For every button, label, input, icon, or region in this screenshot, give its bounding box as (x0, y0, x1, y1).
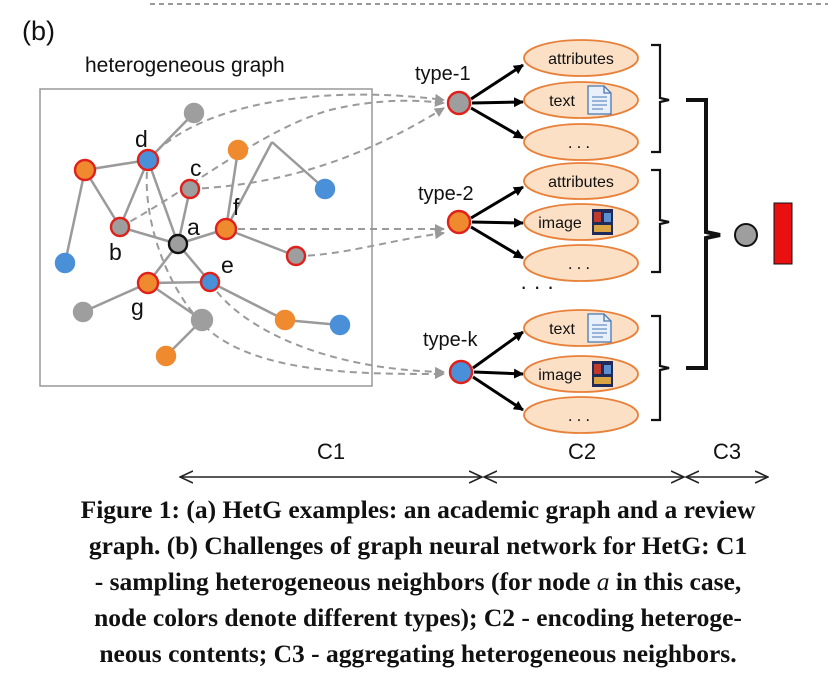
sampling-arrows (119, 93, 445, 380)
type-2-node (446, 209, 472, 235)
aggregated-node (734, 223, 758, 247)
type-1-node (446, 90, 472, 116)
panel-label: (b) (22, 16, 55, 46)
hetg-diagram: (b) heterogeneous graph (22, 3, 828, 492)
image-thumbnail-icon (592, 209, 613, 235)
more-types-ellipsis: · · · (520, 274, 554, 299)
caption-line: Figure 1: (a) HetG examples: an academic… (80, 495, 756, 524)
type-1-content-text (523, 81, 639, 119)
caption-italic-node: a (596, 567, 610, 596)
graph-node (155, 345, 177, 367)
graph-node (190, 308, 214, 332)
graph-node-a (167, 233, 189, 255)
graph-node (72, 301, 94, 323)
type-1-content-attributes (523, 39, 639, 77)
figure-caption: Figure 1: (a) HetG examples: an academic… (10, 492, 826, 672)
type-1-brace (651, 43, 670, 154)
type-2-content-image-label: image (538, 215, 582, 232)
document-icon (587, 85, 612, 115)
type-1-group: type-1 attributes text ... (415, 39, 670, 161)
stage-label-c2: C2 (568, 439, 596, 464)
graph-title: heterogeneous graph (85, 54, 285, 77)
type-2-content-more-label: ... (568, 254, 594, 273)
type-k-brace (651, 314, 670, 422)
node-label-a: a (187, 214, 200, 240)
graph-node-b (109, 216, 131, 238)
graph-frame (39, 88, 373, 387)
type-2-label: type-2 (418, 183, 474, 205)
type-k-node (448, 359, 474, 385)
type-1-content-more (523, 123, 639, 161)
graph-node-d (136, 148, 160, 172)
node-label-d: d (135, 126, 148, 152)
graph-node (54, 252, 76, 274)
type-1-content-attributes-label: attributes (548, 51, 614, 68)
graph-node-g (136, 271, 160, 295)
type-2-group: type-2 attributes image ... (418, 162, 670, 282)
graph-node (314, 178, 336, 200)
aggregation-brace (686, 98, 721, 370)
graph-node-f (214, 217, 238, 241)
output-embedding-bar (773, 202, 793, 265)
type-k-group: type-k text image ... (423, 309, 670, 434)
type-2-brace (651, 168, 670, 274)
type-k-label: type-k (423, 329, 478, 351)
caption-line: graph. (b) Challenges of graph neural ne… (88, 531, 748, 560)
graph-node (227, 139, 249, 161)
node-label-e: e (221, 252, 234, 278)
type-k-content-text (523, 309, 639, 347)
graph-nodes (54, 102, 351, 367)
type-1-content-more-label: ... (568, 133, 594, 152)
caption-line: - sampling heterogeneous neighbors (for … (10, 564, 826, 600)
stage-label-c1: C1 (317, 439, 345, 464)
caption-text: - sampling heterogeneous neighbors (for … (94, 567, 597, 596)
type-2-content-more (523, 244, 639, 282)
caption-text: in this case, (609, 567, 742, 596)
image-thumbnail-icon (592, 361, 613, 387)
graph-node (285, 245, 307, 267)
type-1-content-text-label: text (549, 93, 575, 110)
caption-line: node colors denote different types); C2 … (94, 603, 742, 632)
type-k-content-more (523, 396, 639, 434)
graph-node (274, 309, 296, 331)
type-2-content-attributes (523, 162, 639, 200)
node-label-f: f (233, 194, 240, 220)
type-k-content-more-label: ... (568, 406, 594, 425)
graph-node-c (179, 178, 201, 200)
graph-node (183, 102, 205, 124)
node-label-c: c (190, 155, 202, 181)
document-icon (587, 313, 612, 343)
stage-label-c3: C3 (713, 439, 741, 464)
graph-node (329, 314, 351, 336)
graph-node-e (199, 271, 221, 293)
type-k-content-text-label: text (549, 321, 575, 338)
type-k-content-image-label: image (538, 367, 582, 384)
type-1-label: type-1 (415, 63, 471, 85)
type-2-content-attributes-label: attributes (548, 174, 614, 191)
graph-node (73, 158, 97, 182)
node-label-g: g (131, 294, 144, 320)
caption-line: neous contents; C3 - aggregating heterog… (99, 639, 737, 668)
node-label-b: b (109, 239, 122, 265)
